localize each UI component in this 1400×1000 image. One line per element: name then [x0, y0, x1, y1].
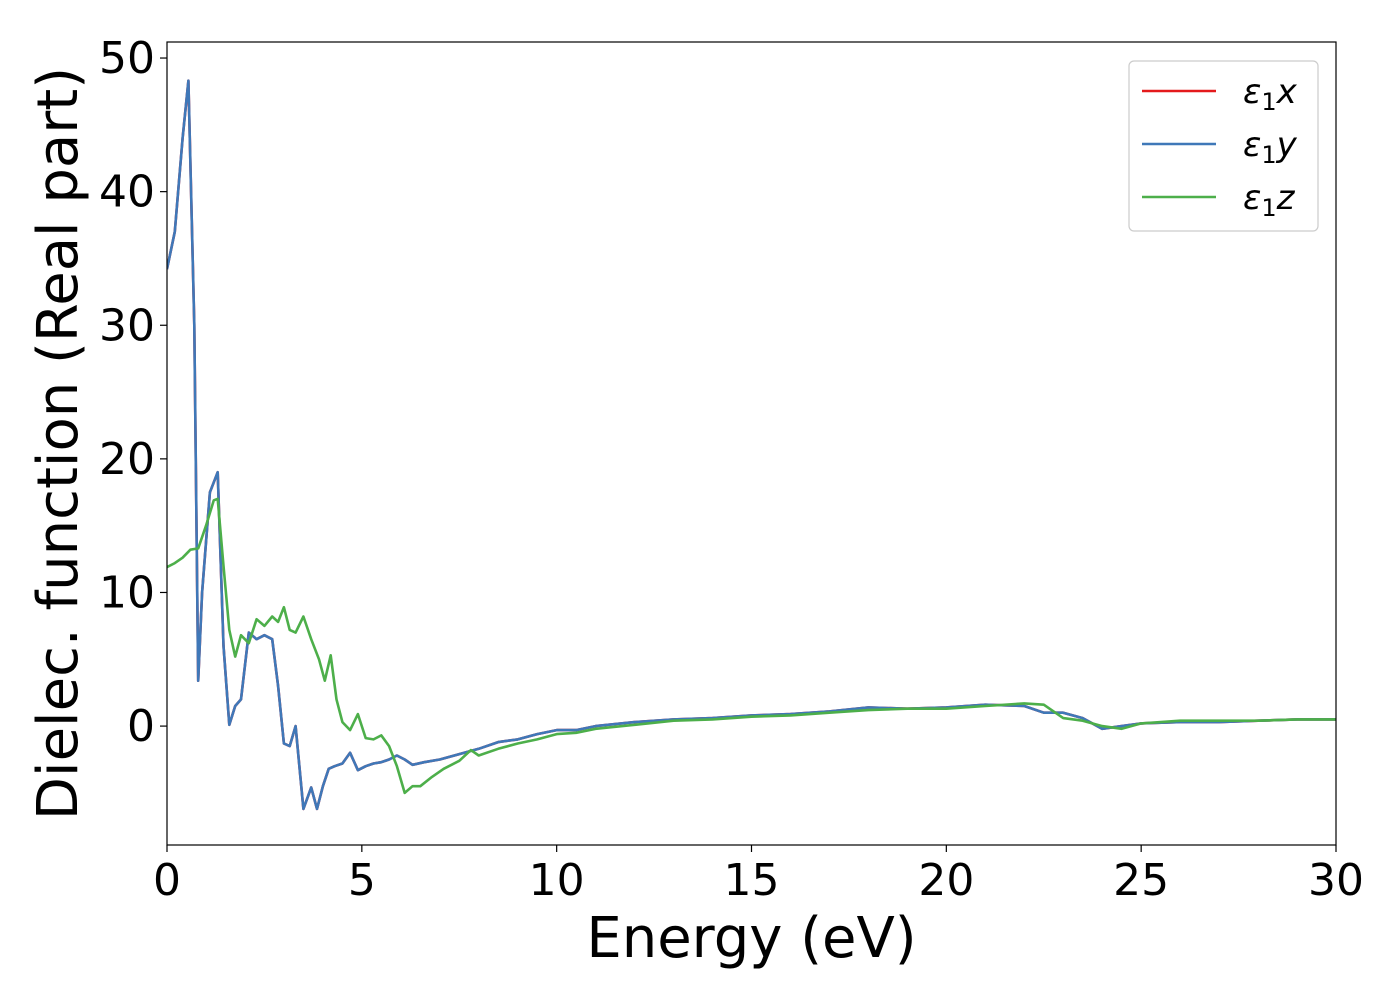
legend-label-y: ε1y: [1243, 125, 1298, 169]
y-tick-label: 0: [127, 701, 155, 752]
y-axis-ticks: 0 10 20 30 40 50: [99, 33, 167, 752]
x-tick-label: 0: [153, 855, 181, 906]
x-tick-label: 10: [529, 855, 585, 906]
x-tick-label: 20: [918, 855, 974, 906]
y-axis-label: Dielec. function (Real part): [26, 67, 91, 820]
y-tick-label: 10: [99, 567, 155, 618]
x-tick-label: 30: [1308, 855, 1364, 906]
legend: ε1x ε1y ε1z: [1128, 60, 1319, 232]
y-tick-label: 20: [99, 434, 155, 485]
x-axis-label: Energy (eV): [586, 906, 916, 971]
series-line-z: [167, 497, 1336, 795]
legend-label-z: ε1z: [1243, 178, 1296, 222]
y-tick-label: 50: [99, 33, 155, 84]
y-tick-label: 30: [99, 300, 155, 351]
x-tick-label: 15: [724, 855, 780, 906]
legend-label-x: ε1x: [1243, 72, 1298, 116]
x-tick-label: 5: [348, 855, 376, 906]
legend-box: [1128, 60, 1319, 232]
y-tick-label: 40: [99, 167, 155, 218]
series-layer: [167, 79, 1336, 811]
x-axis-ticks: 0 5 10 15 20 25 30: [153, 845, 1364, 906]
x-tick-label: 25: [1113, 855, 1169, 906]
